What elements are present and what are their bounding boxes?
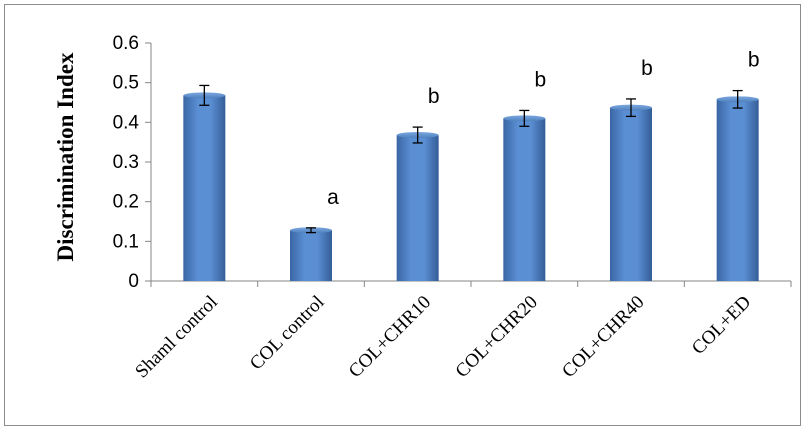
category-label: COL control — [246, 292, 329, 375]
significance-letter: a — [327, 186, 339, 209]
y-tick-label: 0.5 — [113, 73, 139, 94]
bar-chart: 0 0.1 0.2 0.3 0.4 0.5 0.6 Shaml control COL con… — [53, 33, 792, 383]
category-label: COL+CHR20 — [452, 292, 542, 382]
error-bars — [199, 84, 743, 234]
y-tick-label: 0.6 — [113, 33, 139, 54]
bar — [503, 118, 546, 281]
y-tick-label: 0.3 — [113, 152, 139, 173]
category-label: Shaml control — [131, 292, 222, 383]
bar — [183, 95, 226, 281]
category-label: COL+ED — [688, 292, 755, 359]
significance-letter: b — [428, 85, 440, 108]
x-axis: Shaml control COL control COL+CHR10 COL+CHR… — [131, 280, 792, 383]
y-tick-label: 0.2 — [113, 192, 139, 213]
bars — [183, 92, 759, 282]
category-label: COL+CHR10 — [345, 292, 435, 382]
y-tick-label: 0.1 — [113, 231, 139, 252]
bar — [610, 107, 652, 281]
significance-letter: b — [748, 49, 760, 72]
y-axis-label: Discrimination Index — [53, 52, 78, 261]
y-tick-label: 0.4 — [113, 112, 140, 133]
chart-frame: 0 0.1 0.2 0.3 0.4 0.5 0.6 Shaml control COL con… — [4, 4, 801, 426]
significance-letters: a b b b b — [327, 49, 759, 209]
bar — [290, 230, 332, 281]
y-tick-label: 0 — [128, 271, 139, 292]
significance-letter: b — [641, 57, 653, 80]
y-axis: 0 0.1 0.2 0.3 0.4 0.5 0.6 — [113, 33, 152, 292]
category-label: COL+CHR40 — [558, 292, 648, 382]
bar — [396, 135, 439, 281]
bar — [716, 99, 759, 282]
significance-letter: b — [534, 68, 546, 91]
